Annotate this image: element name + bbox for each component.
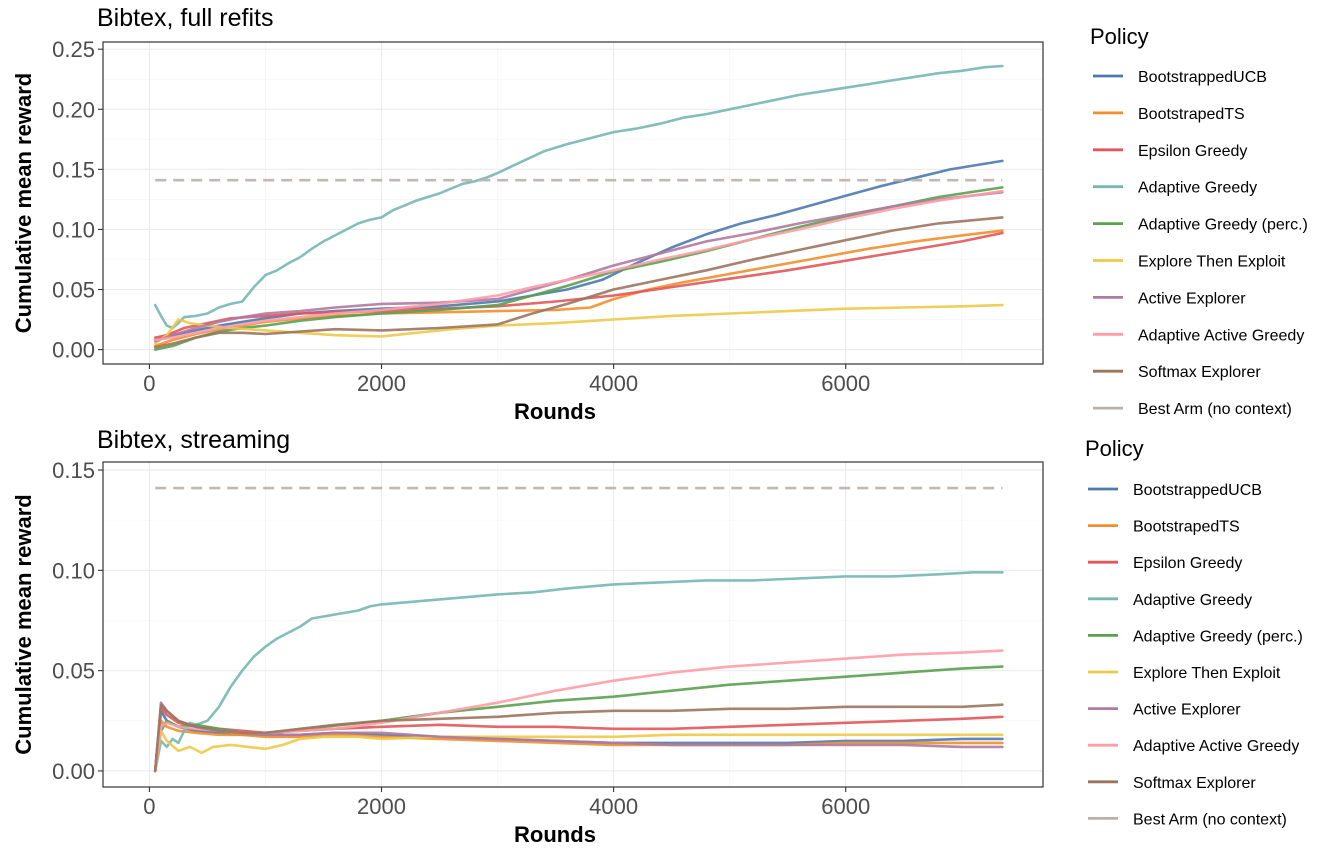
legend-label: Softmax Explorer (1133, 775, 1256, 792)
y-tick-label: 0.15 (52, 157, 95, 182)
x-axis-title: Rounds (514, 822, 596, 847)
y-tick-label: 0.25 (52, 37, 95, 62)
series-line-adaptive-active-greedy (153, 189, 1004, 342)
y-axis-ticks: 0.00 0.05 0.10 0.15 0.20 0.25 (52, 37, 103, 363)
panel-background (103, 42, 1043, 364)
panel-border (102, 41, 1044, 365)
x-tick-label: 6000 (821, 371, 870, 396)
series-line-explore-then-exploit (153, 729, 1004, 773)
legend-label: Adaptive Greedy (1138, 180, 1257, 197)
y-tick-label: 0.05 (52, 659, 95, 684)
y-tick-label: 0.20 (52, 97, 95, 122)
x-tick-label: 0 (143, 794, 155, 819)
legend-label: Explore Then Exploit (1133, 665, 1281, 682)
y-tick-label: 0.05 (52, 278, 95, 303)
legend-label: Softmax Explorer (1138, 364, 1261, 381)
x-tick-label: 2000 (357, 794, 406, 819)
y-axis-title: Cumulative mean reward (11, 494, 36, 754)
y-tick-label: 0.00 (52, 338, 95, 363)
series-line-bootstrappeducb (153, 159, 1004, 342)
series-line-explore-then-exploit (153, 303, 1004, 345)
legend-label: Epsilon Greedy (1133, 555, 1242, 572)
series-line-softmax-explorer (153, 703, 1004, 773)
x-axis-title: Rounds (514, 399, 596, 424)
x-tick-label: 6000 (821, 794, 870, 819)
y-tick-label: 0.10 (52, 217, 95, 242)
y-tick-label: 0.10 (52, 558, 95, 583)
legend: Policy BootstrappedUCB BootstrapedTS Epsil… (1085, 436, 1303, 828)
gridlines (103, 462, 1043, 787)
legend-label: BootstrapedTS (1133, 519, 1240, 536)
legend-label: Explore Then Exploit (1138, 254, 1286, 271)
legend-label: BootstrappedUCB (1133, 482, 1262, 499)
panel-background (103, 462, 1043, 787)
x-tick-label: 0 (143, 371, 155, 396)
x-axis-ticks: 0 2000 4000 6000 (143, 787, 870, 819)
legend-label: Adaptive Active Greedy (1133, 738, 1299, 755)
y-axis-ticks: 0.00 0.05 0.10 0.15 (52, 458, 103, 784)
series-line-softmax-explorer (153, 216, 1004, 349)
legend-title: Policy (1090, 24, 1149, 49)
x-axis-ticks: 0 2000 4000 6000 (143, 364, 870, 396)
series-lines (153, 64, 1004, 351)
legend-label: BootstrapedTS (1138, 106, 1245, 123)
gridlines (103, 42, 1043, 364)
x-tick-label: 2000 (357, 371, 406, 396)
legend-title: Policy (1085, 436, 1144, 461)
series-line-adaptive-greedy (153, 64, 1004, 330)
legend-label: BootstrappedUCB (1138, 69, 1267, 86)
legend-label: Adaptive Active Greedy (1138, 327, 1304, 344)
y-tick-label: 0.15 (52, 458, 95, 483)
series-line-active-explorer (153, 190, 1004, 343)
series-line-adaptive-greedy-perc (153, 186, 1004, 351)
legend-label: Epsilon Greedy (1138, 143, 1247, 160)
y-tick-label: 0.00 (52, 759, 95, 784)
chart-title: Bibtex, streaming (97, 426, 290, 454)
series-line-adaptive-active-greedy (153, 649, 1004, 773)
chart-streaming: Bibtex, streaming 0 2000 4000 6000 0.00 0.05… (11, 426, 1303, 847)
legend-label: Best Arm (no context) (1138, 401, 1292, 418)
x-tick-label: 4000 (589, 794, 638, 819)
y-axis-title: Cumulative mean reward (11, 73, 36, 333)
panel-border (102, 461, 1044, 788)
legend-label: Adaptive Greedy (1133, 592, 1252, 609)
legend-label: Active Explorer (1133, 702, 1241, 719)
chart-full-refits: Bibtex, full refits 0 2000 4000 6000 0.000.… (11, 4, 1308, 424)
legend-label: Active Explorer (1138, 290, 1246, 307)
chart-title: Bibtex, full refits (97, 4, 273, 32)
x-tick-label: 4000 (589, 371, 638, 396)
series-lines (153, 486, 1004, 773)
legend-label: Adaptive Greedy (perc.) (1133, 628, 1303, 645)
legend: Policy BootstrappedUCB BootstrapedTS Epsil… (1090, 24, 1308, 418)
legend-label: Adaptive Greedy (perc.) (1138, 217, 1308, 234)
legend-label: Best Arm (no context) (1133, 811, 1287, 828)
